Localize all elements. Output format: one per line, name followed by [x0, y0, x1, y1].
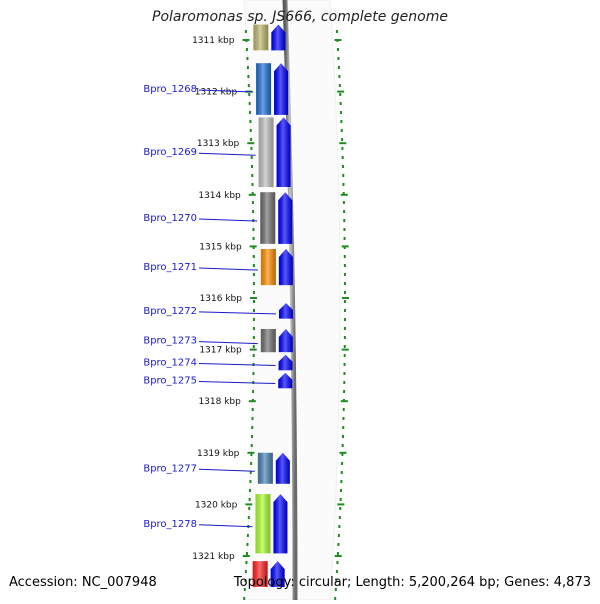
gene-feature[interactable] — [258, 117, 291, 188]
strand-arrow-shade — [278, 192, 293, 244]
tick-label: 1317 kbp — [199, 346, 242, 356]
gene-leader-line — [198, 363, 276, 366]
tick-mark-left — [249, 297, 257, 299]
gene-block-shade — [257, 452, 273, 484]
tick-label: 1315 kbp — [199, 242, 242, 252]
tick-mark-left — [242, 39, 250, 41]
gene-leader-line — [198, 381, 276, 385]
gene-leader-line — [198, 89, 254, 93]
tick-label: 1313 kbp — [197, 139, 240, 149]
topology-text: Topology: circular; Length: 5,200,264 bp… — [233, 575, 591, 590]
gene-feature[interactable] — [257, 452, 290, 484]
gene-leader-line — [198, 152, 256, 156]
gene-feature[interactable] — [256, 63, 289, 115]
tick-mark-left — [242, 555, 250, 557]
gene-label[interactable]: Bpro_1278 — [143, 519, 197, 530]
strand-arrow-shade — [278, 303, 293, 319]
tick-mark-right — [337, 90, 345, 93]
tick-label: 1312 kbp — [195, 88, 238, 98]
tick-mark-left — [248, 193, 256, 196]
tick-mark-right — [339, 451, 347, 454]
gene-label[interactable]: Bpro_1270 — [143, 213, 197, 224]
tick-mark-right — [341, 245, 349, 248]
gene-block-shade — [260, 192, 276, 244]
gene-label[interactable]: Bpro_1268 — [143, 84, 197, 95]
gene-block-shade — [253, 24, 269, 51]
tick-mark-left — [249, 245, 257, 248]
gene-leader-line — [198, 311, 276, 315]
genome-backbone — [282, 0, 298, 603]
tick-mark-right — [334, 555, 342, 557]
gene-leader-line — [198, 267, 258, 271]
strand-arrow-shade — [276, 117, 291, 188]
tick-label: 1319 kbp — [197, 449, 240, 459]
gene-label[interactable]: Bpro_1274 — [143, 358, 197, 369]
gene-label[interactable]: Bpro_1272 — [143, 306, 197, 317]
tick-mark-right — [341, 348, 349, 351]
gene-label[interactable]: Bpro_1269 — [143, 147, 197, 158]
gene-feature[interactable] — [278, 372, 293, 389]
tick-label: 1314 kbp — [198, 191, 241, 201]
gene-block-shade — [260, 328, 276, 353]
strand-arrow-shade — [274, 63, 289, 115]
tick-mark-left — [248, 400, 256, 403]
gene-block-shade — [252, 561, 268, 587]
tick-mark-left — [249, 348, 257, 351]
strand-arrow-shade — [278, 372, 293, 389]
gene-label[interactable]: Bpro_1273 — [143, 336, 197, 347]
gene-leader-line — [198, 468, 255, 472]
gene-feature[interactable] — [260, 248, 293, 286]
strand-arrow-shade — [278, 328, 293, 353]
strand-arrow-shade — [278, 354, 293, 371]
accession-text: Accession: NC_007948 — [9, 575, 157, 590]
gene-feature[interactable] — [260, 328, 293, 353]
tick-mark-left — [247, 142, 255, 145]
strand-arrow-shade — [270, 561, 285, 587]
strand-arrow-shade — [275, 452, 290, 484]
gene-label[interactable]: Bpro_1275 — [143, 376, 197, 387]
tick-label: 1321 kbp — [192, 552, 235, 562]
tick-label: 1316 kbp — [200, 294, 243, 304]
strand-arrow-shade — [278, 248, 293, 286]
gene-feature[interactable] — [253, 24, 286, 51]
tick-mark-right — [339, 142, 347, 145]
gene-leader-line — [198, 341, 258, 345]
tick-mark-right — [340, 400, 348, 403]
tick-label: 1318 kbp — [198, 397, 241, 407]
gene-feature[interactable] — [278, 354, 293, 371]
gene-leader-line — [198, 218, 258, 222]
tick-mark-right — [334, 39, 342, 41]
tick-mark-right — [341, 297, 349, 299]
genome-title: Polaromonas sp. JS666, complete genome — [152, 9, 448, 25]
gene-block-shade — [260, 248, 276, 286]
gene-feature[interactable] — [252, 561, 285, 587]
tick-label: 1320 kbp — [195, 500, 238, 510]
gene-leader-line — [198, 524, 253, 528]
tick-mark-left — [245, 503, 253, 506]
tick-mark-left — [247, 451, 255, 454]
tick-mark-right — [340, 193, 348, 196]
gene-block-shade — [258, 117, 274, 188]
strand-arrow-shade — [273, 494, 288, 554]
gene-label[interactable]: Bpro_1277 — [143, 463, 197, 474]
gene-feature[interactable] — [278, 303, 293, 319]
strand-arrow-shade — [271, 24, 286, 51]
gene-feature[interactable] — [260, 192, 293, 244]
tick-label: 1311 kbp — [192, 36, 235, 46]
gene-block-shade — [256, 63, 272, 115]
gene-feature[interactable] — [255, 494, 288, 554]
tick-mark-right — [337, 503, 345, 506]
gene-label[interactable]: Bpro_1271 — [143, 262, 197, 273]
gene-block-shade — [255, 494, 271, 554]
